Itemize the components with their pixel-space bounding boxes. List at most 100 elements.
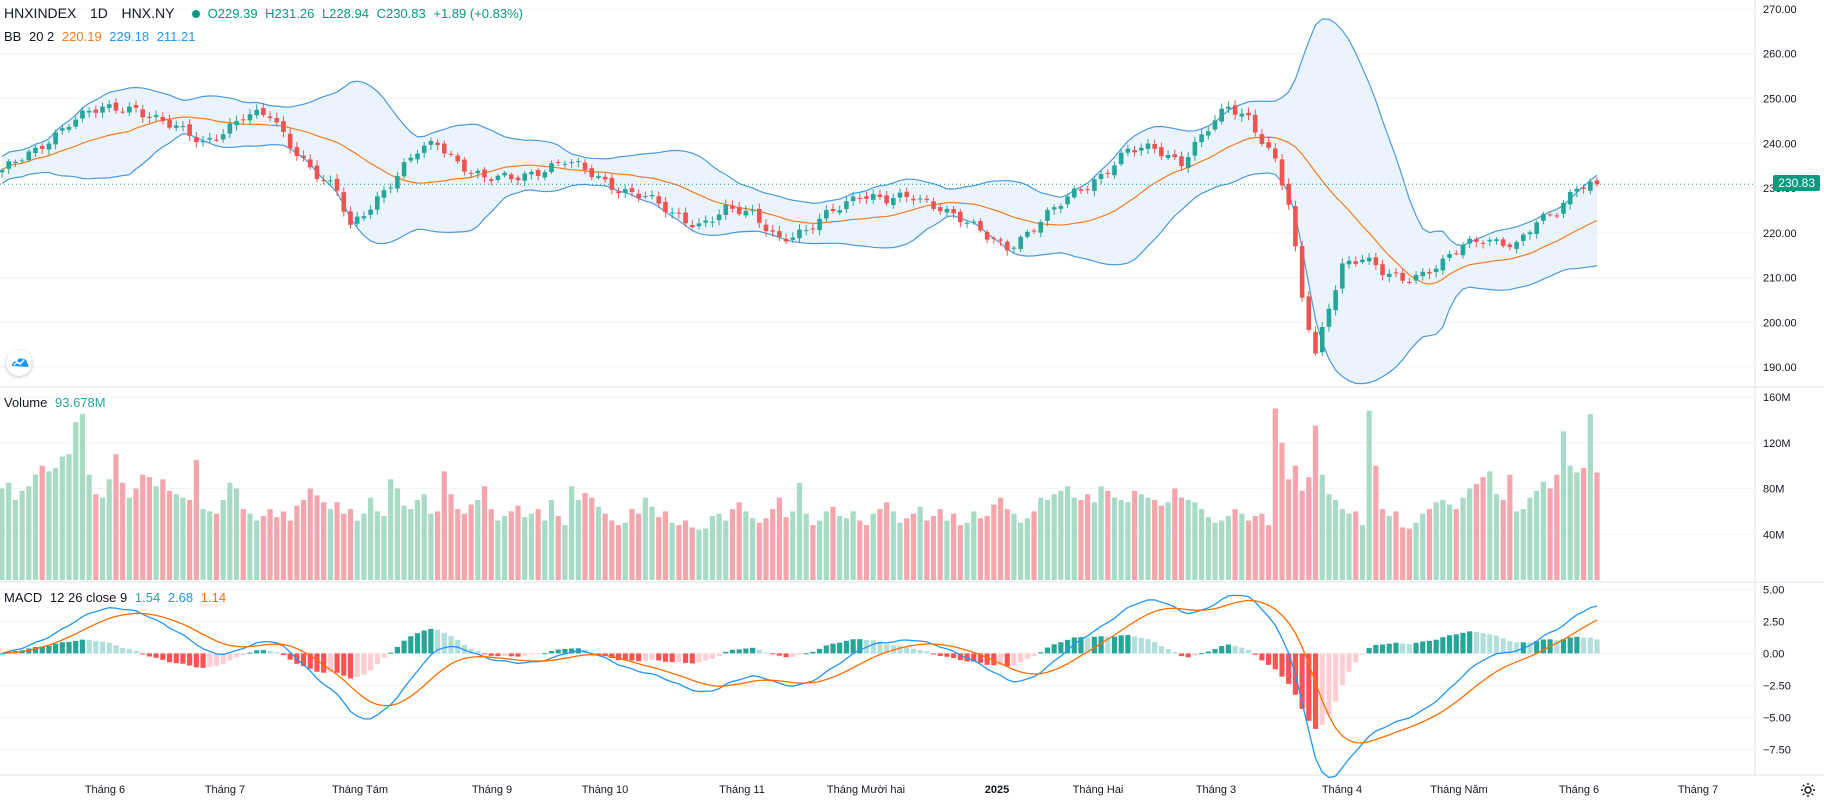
candle-body[interactable]: [381, 190, 387, 198]
candle-body[interactable]: [656, 196, 662, 204]
candle-body[interactable]: [1085, 189, 1090, 191]
candle-body[interactable]: [1561, 202, 1566, 214]
candle-body[interactable]: [777, 231, 782, 238]
candle-body[interactable]: [730, 205, 735, 209]
candle-body[interactable]: [448, 153, 454, 155]
candle-body[interactable]: [1239, 113, 1245, 117]
candle-body[interactable]: [39, 146, 45, 149]
candle-body[interactable]: [100, 106, 105, 113]
candle-body[interactable]: [1520, 234, 1526, 241]
candle-body[interactable]: [368, 209, 373, 215]
candle-body[interactable]: [80, 110, 85, 119]
macd-legend[interactable]: MACD 12 26 close 9 1.54 2.68 1.14: [4, 590, 230, 605]
candle-body[interactable]: [374, 196, 380, 210]
candle-body[interactable]: [1366, 257, 1372, 262]
candle-body[interactable]: [830, 209, 836, 211]
candle-body[interactable]: [991, 238, 997, 240]
candle-body[interactable]: [897, 192, 903, 198]
candle-body[interactable]: [167, 119, 172, 128]
candle-body[interactable]: [803, 230, 809, 232]
candle-body[interactable]: [301, 155, 306, 158]
candle-body[interactable]: [180, 126, 186, 128]
candle-body[interactable]: [307, 159, 313, 168]
candle-body[interactable]: [348, 211, 353, 225]
candle-body[interactable]: [763, 224, 769, 232]
candle-body[interactable]: [455, 155, 461, 162]
candle-body[interactable]: [790, 237, 796, 240]
candle-body[interactable]: [200, 141, 206, 143]
candle-body[interactable]: [1299, 246, 1305, 298]
candle-body[interactable]: [696, 223, 702, 227]
candle-body[interactable]: [522, 173, 528, 181]
candle-body[interactable]: [1340, 263, 1345, 289]
candle-body[interactable]: [33, 147, 38, 154]
candle-body[interactable]: [1400, 272, 1405, 281]
candle-body[interactable]: [1165, 154, 1171, 159]
candle-body[interactable]: [676, 212, 682, 214]
candle-body[interactable]: [911, 198, 916, 201]
candle-body[interactable]: [636, 193, 641, 199]
candle-body[interactable]: [1480, 242, 1486, 244]
candle-body[interactable]: [462, 159, 467, 172]
candle-body[interactable]: [1045, 209, 1050, 221]
candle-body[interactable]: [314, 165, 320, 180]
candle-body[interactable]: [475, 170, 481, 174]
candle-body[interactable]: [214, 139, 219, 141]
candle-body[interactable]: [1105, 172, 1111, 174]
candle-body[interactable]: [857, 197, 863, 199]
candle-body[interactable]: [1098, 174, 1104, 179]
candle-body[interactable]: [1547, 214, 1553, 216]
candle-body[interactable]: [220, 134, 226, 140]
candle-body[interactable]: [60, 128, 65, 131]
candle-body[interactable]: [53, 132, 58, 145]
candle-body[interactable]: [1065, 196, 1070, 205]
candle-body[interactable]: [1453, 253, 1459, 255]
candle-body[interactable]: [1427, 272, 1432, 274]
candle-body[interactable]: [1567, 191, 1573, 205]
bb-legend[interactable]: BB 20 2 220.19 229.18 211.21: [4, 29, 199, 44]
candle-body[interactable]: [1433, 268, 1439, 273]
candle-body[interactable]: [1145, 143, 1151, 149]
candle-body[interactable]: [1172, 154, 1178, 158]
candle-body[interactable]: [998, 239, 1003, 241]
candle-body[interactable]: [596, 176, 601, 178]
candle-body[interactable]: [515, 177, 521, 181]
candle-body[interactable]: [1112, 165, 1117, 176]
candle-body[interactable]: [622, 189, 628, 193]
candle-body[interactable]: [817, 218, 822, 231]
candle-body[interactable]: [509, 174, 514, 180]
volume-legend[interactable]: Volume 93.678M: [4, 395, 110, 410]
candle-body[interactable]: [736, 207, 742, 215]
candle-body[interactable]: [1507, 244, 1513, 248]
candle-body[interactable]: [683, 212, 688, 224]
candle-body[interactable]: [589, 168, 595, 178]
candle-body[interactable]: [549, 163, 554, 173]
candle-body[interactable]: [281, 121, 286, 132]
candle-body[interactable]: [609, 177, 615, 190]
candle-body[interactable]: [13, 161, 18, 163]
candle-body[interactable]: [877, 194, 883, 197]
candle-body[interactable]: [917, 198, 923, 200]
candle-body[interactable]: [1474, 239, 1479, 242]
candle-body[interactable]: [482, 169, 487, 178]
candle-body[interactable]: [194, 137, 199, 143]
candle-body[interactable]: [669, 212, 675, 214]
candle-body[interactable]: [944, 208, 950, 213]
candle-body[interactable]: [535, 170, 541, 176]
candle-body[interactable]: [234, 120, 239, 126]
candle-body[interactable]: [984, 232, 990, 240]
candle-body[interactable]: [1286, 183, 1292, 205]
candle-body[interactable]: [924, 198, 930, 201]
candle-body[interactable]: [529, 171, 534, 175]
candle-body[interactable]: [1232, 105, 1238, 115]
candle-body[interactable]: [274, 118, 280, 123]
candle-body[interactable]: [341, 192, 347, 212]
candle-body[interactable]: [616, 191, 621, 194]
candle-body[interactable]: [1038, 221, 1044, 233]
tradingview-logo-icon[interactable]: [6, 350, 32, 376]
candle-body[interactable]: [287, 133, 293, 149]
candle-body[interactable]: [1574, 188, 1580, 192]
candle-body[interactable]: [1279, 159, 1285, 186]
candle-body[interactable]: [1494, 239, 1499, 242]
candle-body[interactable]: [1587, 181, 1593, 191]
